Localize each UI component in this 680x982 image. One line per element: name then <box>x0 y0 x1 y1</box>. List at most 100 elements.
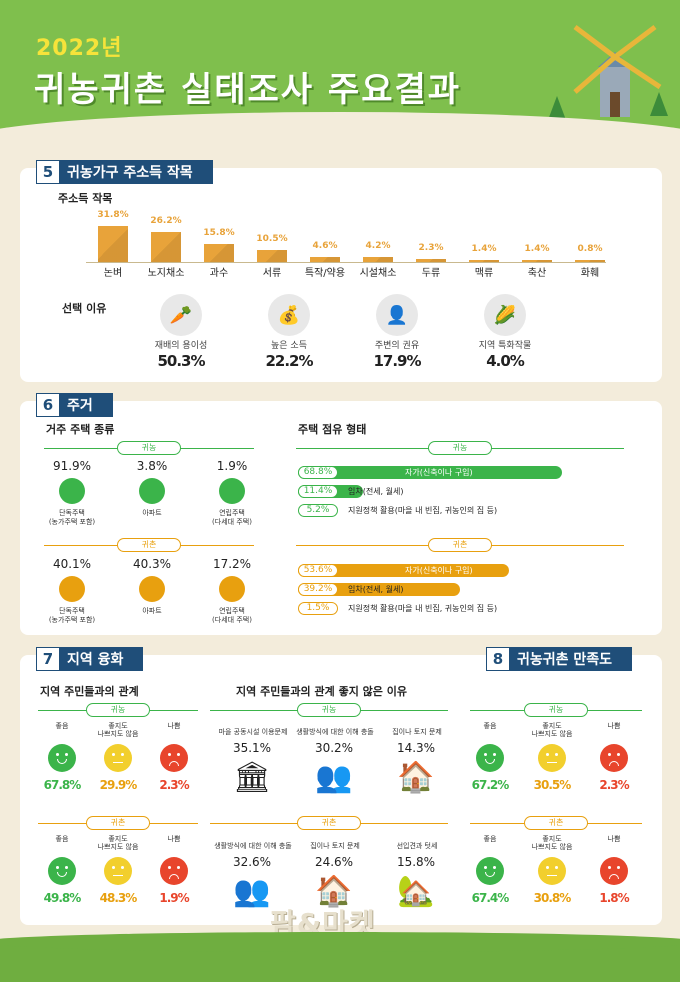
section-title: 귀농가구 주소득 작목 <box>67 165 193 181</box>
crop-bar <box>151 232 181 262</box>
mouth <box>609 874 619 879</box>
eye <box>546 753 549 756</box>
crop-bar <box>522 260 552 262</box>
reason-value: 17.9% <box>373 352 421 370</box>
eye <box>56 866 59 869</box>
bar-shade <box>151 232 181 262</box>
house-icon: 🏠 <box>397 760 435 795</box>
house-icon: 🏠 <box>315 874 353 909</box>
housing-pct: 40.1% <box>52 557 92 571</box>
crop-value-label: 4.2% <box>365 241 391 252</box>
tenure-text: 자가(신축이나 구입) <box>405 468 473 477</box>
tenure-text: 자가(신축이나 구입) <box>405 566 473 575</box>
good-face-icon <box>48 857 76 885</box>
tenure-label: 주택 점유 형태 <box>298 423 367 436</box>
mouth <box>57 759 67 764</box>
bar-shade <box>363 257 393 262</box>
face-label: 나쁨 <box>607 722 621 730</box>
crop-bar <box>575 260 605 262</box>
mid-face-icon <box>104 744 132 772</box>
face-label: 좋음 <box>55 835 69 843</box>
eye <box>168 866 171 869</box>
chart-baseline <box>86 262 606 263</box>
bar-shade <box>204 244 234 262</box>
argue-icon: 👥 <box>233 874 271 909</box>
mouth <box>113 762 123 767</box>
eye <box>168 753 171 756</box>
divider-label: 귀촌 <box>117 538 181 552</box>
bad-reason-pct: 24.6% <box>314 855 354 869</box>
housing-type-text: 단독주택 (농가주택 포함) <box>48 509 96 526</box>
section-number: 6 <box>37 394 59 416</box>
mouth <box>113 875 123 880</box>
divider-label: 귀촌 <box>428 538 492 552</box>
crop-value-label: 1.4% <box>524 244 550 254</box>
house-point-icon: 🏡 <box>397 874 435 909</box>
crop-value-label: 1.4% <box>471 244 497 254</box>
bar-shade <box>310 256 340 262</box>
eye <box>493 753 496 756</box>
housing-pct: 91.9% <box>52 459 92 473</box>
housing-type-text: 단독주택 (농가주택 포함) <box>48 607 96 624</box>
housing-type-text: 연립주택 (다세대 주택) <box>212 607 252 624</box>
page-title: 귀농귀촌 실태조사 주요결과 <box>34 70 462 110</box>
face-value: 2.3% <box>159 778 189 792</box>
year-label: 2022년 <box>36 36 123 61</box>
crop-category-label: 노지채소 <box>147 268 185 279</box>
face-value: 30.8% <box>533 891 572 905</box>
crop-value-label: 2.3% <box>418 243 444 254</box>
face-value: 67.8% <box>43 778 82 792</box>
crop-value-label: 4.6% <box>312 240 338 251</box>
section-5-tag: 5 귀농가구 주소득 작목 <box>36 160 213 184</box>
divider-label: 귀농 <box>86 703 150 717</box>
good-face-icon <box>476 744 504 772</box>
section-title: 주거 <box>67 398 93 414</box>
tenure-pct: 5.2% <box>298 504 338 517</box>
mouth <box>485 872 495 877</box>
coins-up-icon: 💰 <box>268 294 310 336</box>
housing-pct: 40.3% <box>132 557 172 571</box>
section-5-panel <box>20 168 662 382</box>
reason-label: 선택 이유 <box>62 302 107 315</box>
bad-reason-pct: 32.6% <box>232 855 272 869</box>
bar-shade <box>469 260 499 262</box>
bad-reason-pct: 14.3% <box>396 741 436 755</box>
face-label: 나쁨 <box>167 722 181 730</box>
tenure-bar <box>298 564 510 577</box>
tree-icon <box>548 96 566 120</box>
good-face-icon <box>476 857 504 885</box>
face-label: 좋음 <box>55 722 69 730</box>
face-label: 좋지도 나쁘지도 않음 <box>97 722 139 738</box>
housing-pct: 1.9% <box>216 459 248 473</box>
housing-type-label: 거주 주택 종류 <box>46 423 115 436</box>
face-value: 48.3% <box>99 891 138 905</box>
crop-category-label: 서류 <box>262 268 282 279</box>
housing-pct: 3.8% <box>136 459 168 473</box>
eye <box>112 753 115 756</box>
house-icon <box>59 478 85 504</box>
crop-category-label: 맥류 <box>474 268 494 279</box>
eye <box>177 753 180 756</box>
eye <box>555 866 558 869</box>
crop-value-label: 31.8% <box>97 210 129 220</box>
face-label: 나쁨 <box>607 835 621 843</box>
mouth <box>547 875 557 880</box>
crop-value-label: 26.2% <box>150 216 182 227</box>
face-value: 67.2% <box>471 778 510 792</box>
eye <box>65 753 68 756</box>
face-value: 29.9% <box>99 778 138 792</box>
bar-shade <box>575 260 605 262</box>
relation-label: 지역 주민들과의 관계 <box>40 685 139 698</box>
mid-face-icon <box>538 744 566 772</box>
crop-category-label: 논벼 <box>103 268 123 279</box>
face-value: 1.8% <box>599 891 629 905</box>
crop-category-label: 두류 <box>421 268 441 279</box>
face-label: 좋지도 나쁘지도 않음 <box>531 722 573 738</box>
eye <box>608 866 611 869</box>
good-face-icon <box>48 744 76 772</box>
bad-reason-text: 집이나 토지 문제 <box>392 728 442 736</box>
reason-text: 지역 특화작물 <box>478 341 532 351</box>
bad-reason-text: 선입견과 텃세 <box>396 842 438 850</box>
divider-label: 귀농 <box>297 703 361 717</box>
bad-reason-text: 생활방식에 대한 이해 충돌 <box>296 728 374 736</box>
